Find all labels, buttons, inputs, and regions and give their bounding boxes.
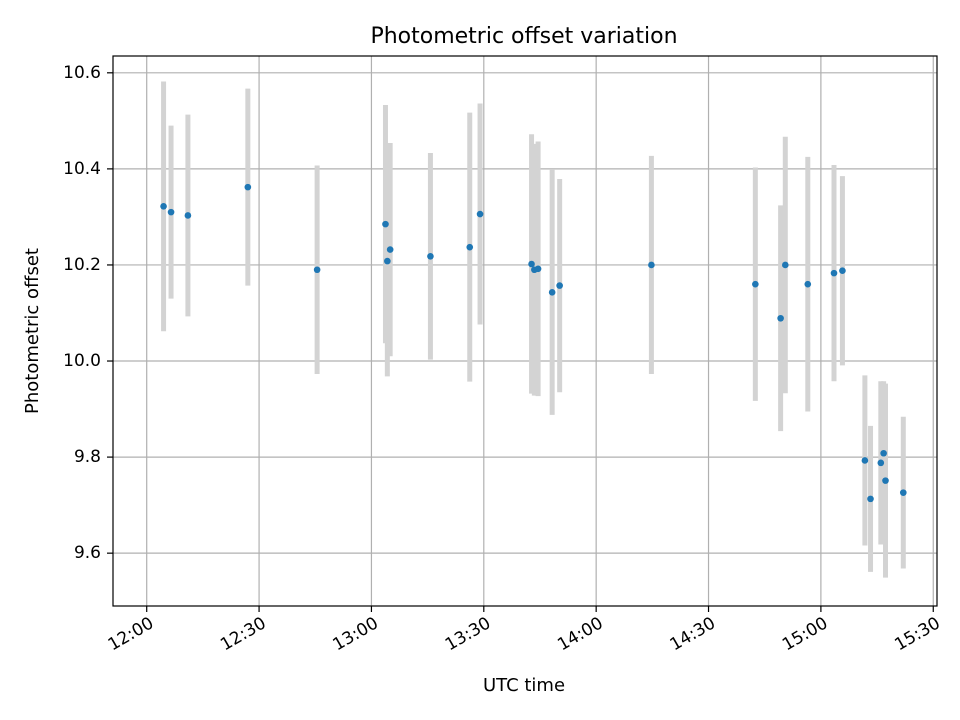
data-point [534,265,542,273]
data-point [830,269,838,277]
data-point [777,314,784,322]
data-point [839,267,846,275]
data-point [899,489,907,496]
data-point [877,459,885,467]
y-tick-label: 9.6 [74,543,101,563]
data-point [861,457,869,464]
y-tick-label: 10.6 [63,63,101,83]
data-point [556,282,563,289]
data-point [386,246,394,253]
data-point [867,495,874,503]
data-point [427,253,434,260]
y-axis: 9.6 9.8 10.0 10.2 10.4 10.6 [63,63,113,563]
data-point [882,477,889,484]
data-point [548,289,556,296]
y-tick-label: 10.4 [63,159,101,179]
data-point [313,266,321,274]
data-point [528,260,535,268]
data-point [160,203,167,210]
y-tick-label: 10.0 [63,351,101,371]
data-point [880,449,887,457]
y-axis-title: Photometric offset [22,248,43,414]
plot-frame [112,55,938,607]
data-point [476,210,484,218]
data-point [382,220,389,228]
y-tick-label: 9.8 [74,447,101,467]
y-tick-label: 10.2 [63,255,101,275]
data-point [782,261,789,269]
data-point [384,257,391,265]
chart-title: Photometric offset variation [370,24,677,49]
data-point [167,208,175,216]
data-point [752,280,759,288]
data-point [648,261,655,269]
data-points [160,183,907,503]
x-axis-title: UTC time [483,675,565,696]
grid [113,56,937,606]
data-point [804,280,812,288]
data-point [184,212,192,219]
data-point [466,243,474,251]
data-point [244,183,252,191]
